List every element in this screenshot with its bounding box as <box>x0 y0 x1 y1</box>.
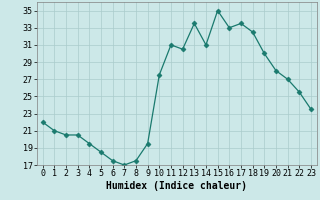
X-axis label: Humidex (Indice chaleur): Humidex (Indice chaleur) <box>106 181 247 191</box>
